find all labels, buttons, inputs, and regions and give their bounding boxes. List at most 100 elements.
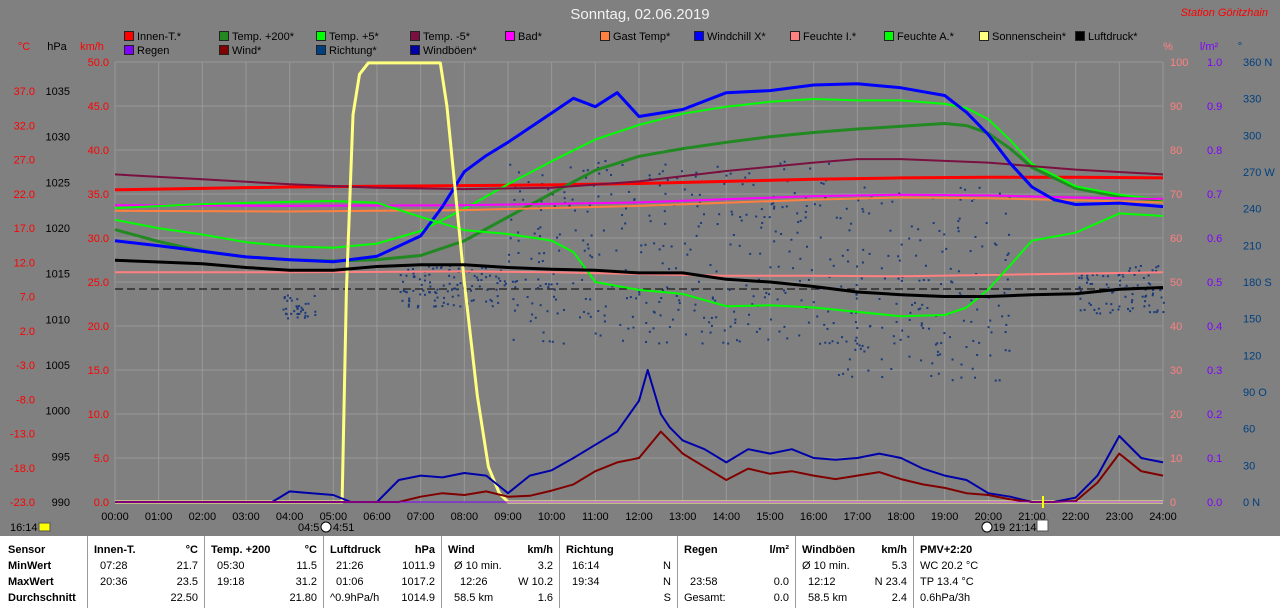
legend-swatch bbox=[219, 45, 229, 55]
richtung-point bbox=[296, 307, 299, 310]
richtung-point bbox=[662, 244, 665, 247]
station-name: Station Göritzhain bbox=[1180, 7, 1268, 19]
y-tick-direction_deg: 180 S bbox=[1243, 277, 1272, 289]
richtung-point bbox=[658, 248, 661, 251]
richtung-point bbox=[1131, 299, 1134, 302]
richtung-point bbox=[659, 314, 662, 317]
y-tick-rain_lm2: 0.7 bbox=[1207, 189, 1222, 201]
richtung-point bbox=[1149, 283, 1152, 286]
richtung-point bbox=[314, 310, 317, 313]
richtung-point bbox=[899, 338, 902, 341]
legend-swatch bbox=[505, 31, 515, 41]
richtung-point bbox=[822, 182, 825, 185]
richtung-point bbox=[435, 266, 438, 269]
richtung-point bbox=[887, 254, 890, 257]
richtung-point bbox=[509, 237, 512, 240]
richtung-point bbox=[476, 276, 479, 279]
richtung-point bbox=[1078, 276, 1081, 279]
y-tick-temp_c: 22.0 bbox=[14, 189, 35, 201]
richtung-point bbox=[586, 210, 589, 213]
richtung-point bbox=[1004, 259, 1007, 262]
richtung-point bbox=[1102, 275, 1105, 278]
richtung-point bbox=[640, 244, 643, 247]
richtung-point bbox=[470, 269, 473, 272]
richtung-point bbox=[582, 169, 585, 172]
richtung-point bbox=[734, 321, 737, 324]
richtung-point bbox=[428, 273, 431, 276]
richtung-point bbox=[881, 326, 884, 329]
richtung-point bbox=[855, 336, 858, 339]
richtung-point bbox=[709, 264, 712, 267]
richtung-point bbox=[763, 296, 766, 299]
richtung-point bbox=[509, 163, 512, 166]
legend-item: Gast Temp* bbox=[600, 30, 670, 44]
stats-row-max: MaxWert bbox=[8, 576, 54, 588]
richtung-point bbox=[868, 325, 871, 328]
y-tick-temp_c: -8.0 bbox=[16, 394, 35, 406]
richtung-point bbox=[796, 212, 799, 215]
richtung-point bbox=[816, 315, 819, 318]
richtung-point bbox=[638, 291, 641, 294]
richtung-point bbox=[539, 226, 542, 229]
richtung-point bbox=[562, 342, 565, 345]
richtung-point bbox=[862, 210, 865, 213]
richtung-point bbox=[477, 279, 480, 282]
richtung-point bbox=[760, 208, 763, 211]
richtung-point bbox=[976, 308, 979, 311]
richtung-point bbox=[519, 190, 522, 193]
richtung-point bbox=[799, 257, 802, 260]
richtung-point bbox=[589, 254, 592, 257]
richtung-point bbox=[974, 235, 977, 238]
richtung-point bbox=[848, 229, 851, 232]
richtung-point bbox=[1152, 292, 1155, 295]
legend-swatch bbox=[316, 45, 326, 55]
richtung-point bbox=[446, 303, 449, 306]
temp200-avg: 21.80 bbox=[289, 592, 317, 604]
richtung-point bbox=[718, 213, 721, 216]
legend-label: Feuchte A.* bbox=[897, 31, 954, 43]
x-tick-label: 16:00 bbox=[800, 511, 828, 523]
richtung-point bbox=[920, 359, 923, 362]
richtung-point bbox=[670, 245, 673, 248]
richtung-point bbox=[711, 297, 714, 300]
richtung-point bbox=[405, 291, 408, 294]
richtung-point bbox=[919, 239, 922, 242]
richtung-point bbox=[624, 269, 627, 272]
richtung-point bbox=[300, 306, 303, 309]
richtung-point bbox=[619, 323, 622, 326]
richtung-point bbox=[1106, 275, 1109, 278]
richtung-point bbox=[850, 312, 853, 315]
windboeen-r3-label: 58.5 km bbox=[808, 592, 848, 604]
stats-wind: Wind km/h Ø 10 min. 3.2 12:26 W 10.2 58.5 k… bbox=[442, 536, 560, 608]
richtung-point bbox=[951, 358, 954, 361]
richtung-point bbox=[829, 258, 832, 261]
richtung-point bbox=[562, 308, 565, 311]
richtung-point bbox=[574, 229, 577, 232]
richtung-point bbox=[1008, 349, 1011, 352]
richtung-point bbox=[676, 177, 679, 180]
windboeen-r2-val: N 23.4 bbox=[874, 576, 907, 588]
richtung-point bbox=[863, 186, 866, 189]
legend-item: Temp. +200* bbox=[219, 30, 294, 44]
pmv-header: PMV+2:20 bbox=[920, 544, 973, 556]
legend-label: Regen bbox=[137, 45, 170, 57]
richtung-point bbox=[842, 372, 845, 375]
richtung-point bbox=[1162, 301, 1165, 304]
richtung-point bbox=[1155, 311, 1158, 314]
richtung-point bbox=[402, 280, 405, 283]
richtung-point bbox=[837, 373, 840, 376]
richtung-point bbox=[621, 214, 624, 217]
richtung-point bbox=[660, 297, 663, 300]
richtung-point bbox=[1112, 290, 1115, 293]
x-tick-label: 19:00 bbox=[931, 511, 959, 523]
richtung-point bbox=[434, 291, 437, 294]
richtung-point bbox=[1148, 311, 1151, 314]
richtung-point bbox=[1088, 302, 1091, 305]
y-tick-temp_c: 27.0 bbox=[14, 155, 35, 167]
richtung-point bbox=[295, 305, 298, 308]
richtung-point bbox=[451, 295, 454, 298]
richtung-point bbox=[759, 252, 762, 255]
richtung-point bbox=[989, 354, 992, 357]
richtung-point bbox=[790, 238, 793, 241]
richtung-point bbox=[962, 319, 965, 322]
